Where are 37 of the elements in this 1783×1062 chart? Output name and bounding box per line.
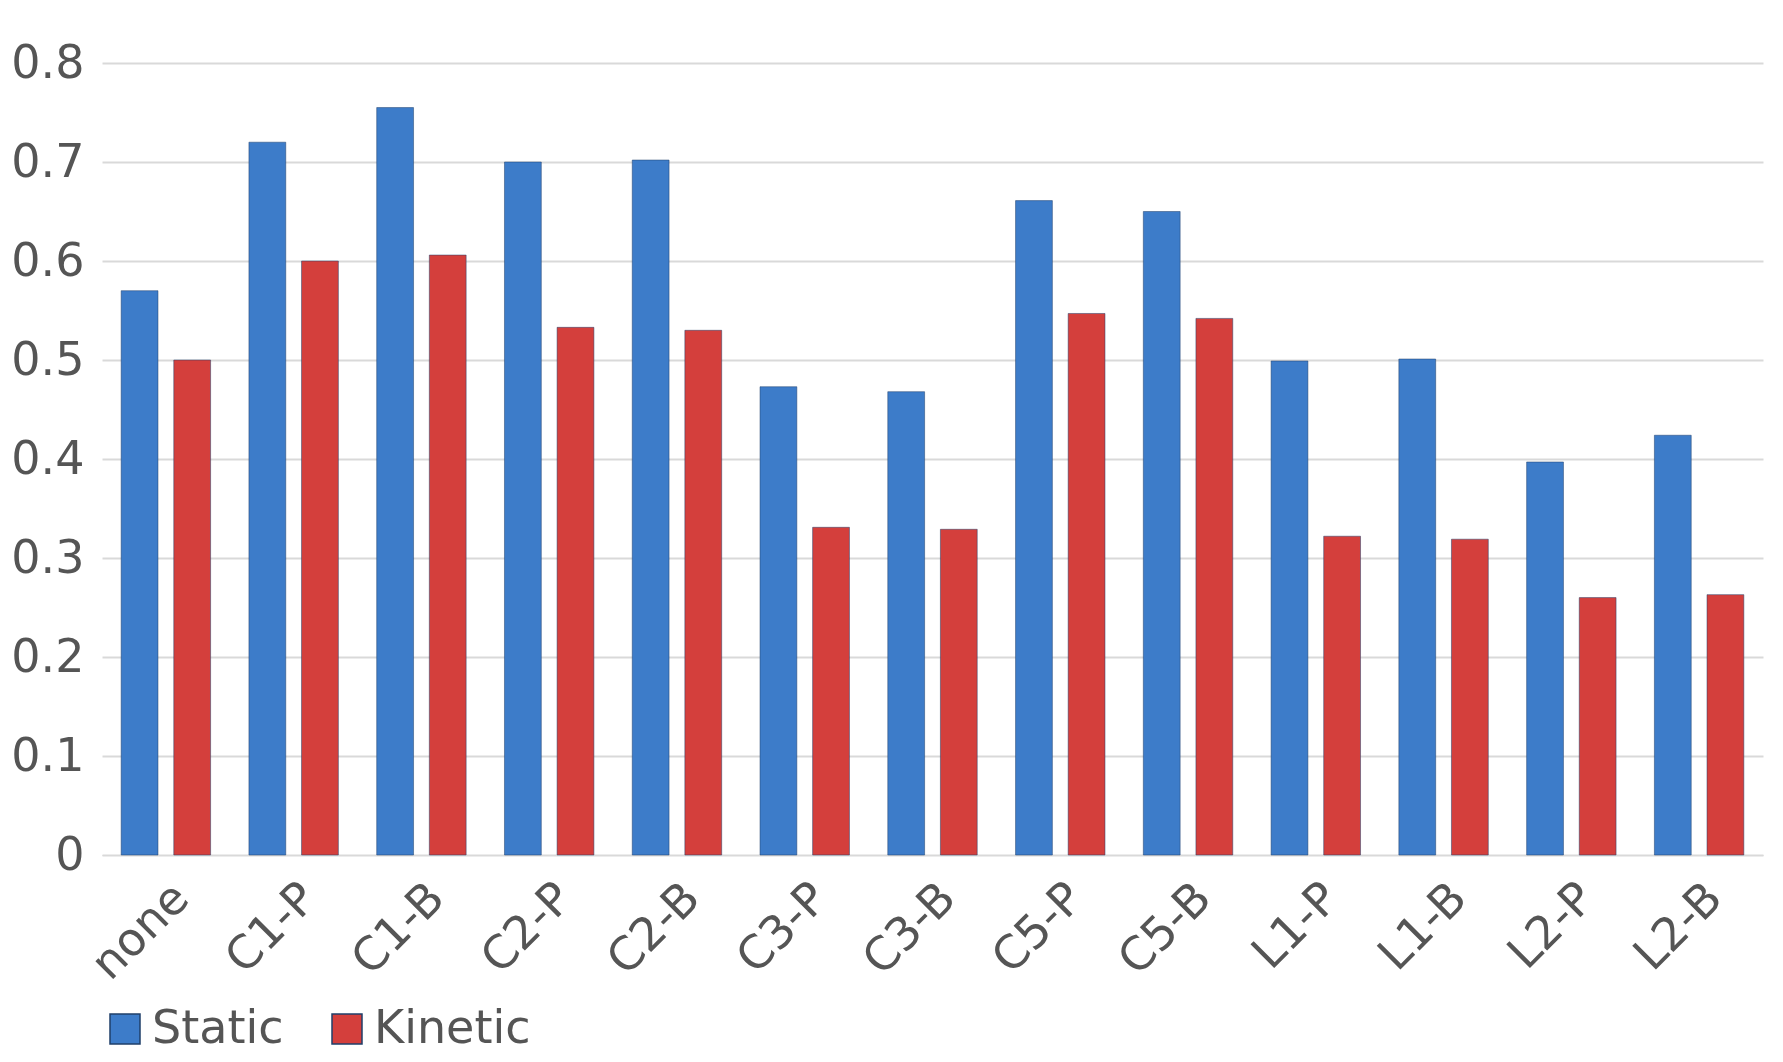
bar — [504, 161, 542, 856]
bar — [887, 391, 925, 856]
y-tick-label: 0.6 — [11, 232, 85, 287]
bar — [376, 107, 414, 856]
y-tick-label: 0 — [55, 826, 85, 881]
bar — [248, 141, 287, 856]
bar — [1398, 358, 1436, 856]
bar — [1195, 318, 1234, 856]
bar — [1706, 594, 1745, 856]
bar — [1323, 535, 1361, 856]
bar — [1526, 461, 1564, 856]
y-tick-label: 0.8 — [11, 34, 85, 89]
y-tick-label: 0.2 — [11, 628, 85, 683]
legend-label: Kinetic — [374, 1000, 531, 1054]
bar — [1451, 538, 1489, 856]
y-tick-label: 0.1 — [11, 727, 85, 782]
bar — [1270, 360, 1309, 856]
bar — [1143, 211, 1181, 856]
bar — [173, 359, 211, 856]
bar — [1578, 597, 1617, 856]
bar — [812, 527, 850, 856]
y-tick-label: 0.7 — [11, 133, 85, 188]
y-tick-label: 0.3 — [11, 529, 85, 584]
bar — [1654, 434, 1692, 856]
bar — [684, 330, 722, 856]
bar — [940, 529, 978, 856]
bar — [1015, 200, 1053, 856]
bar — [301, 260, 339, 856]
bar — [429, 254, 467, 856]
legend-label: Static — [152, 1000, 284, 1054]
bar — [1067, 313, 1106, 856]
bar — [556, 327, 595, 856]
y-tick-label: 0.4 — [11, 430, 85, 485]
bar — [759, 386, 798, 856]
bar — [120, 290, 159, 856]
y-tick-label: 0.5 — [11, 331, 85, 386]
bar — [631, 159, 670, 856]
